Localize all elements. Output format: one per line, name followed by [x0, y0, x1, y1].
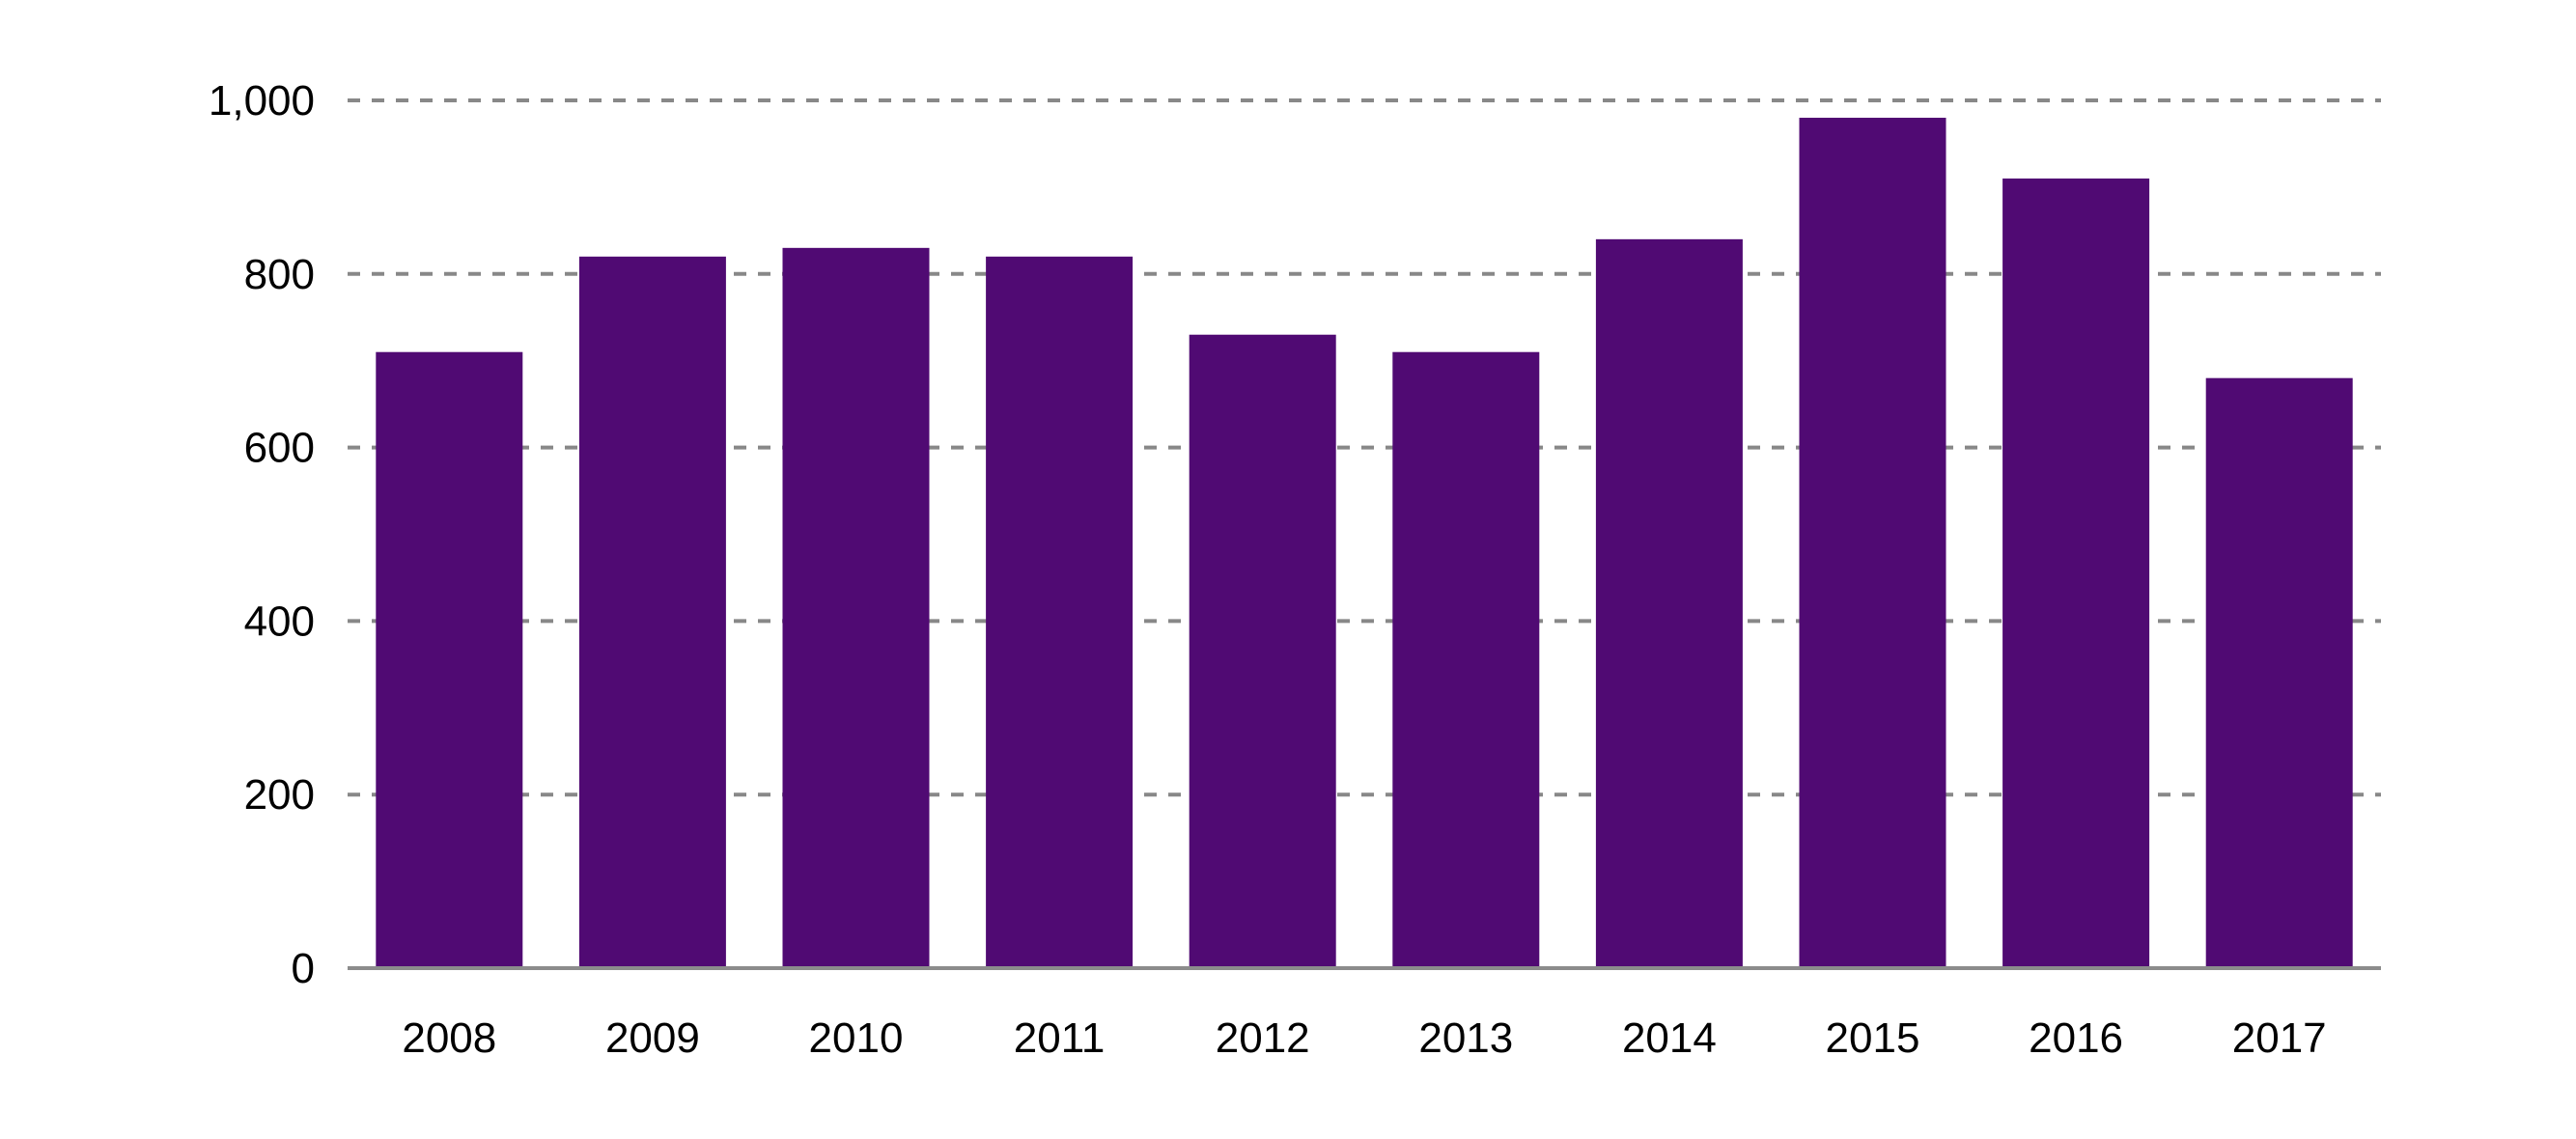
x-tick-label: 2011	[1014, 1014, 1106, 1062]
x-tick-label: 2012	[1216, 1014, 1310, 1062]
y-tick-label: 800	[244, 251, 315, 298]
x-axis-ticks: 2008 2009 2010 2011 2012 2013 2014 2015 2016 2017	[402, 1014, 2326, 1062]
x-tick-label: 2010	[809, 1014, 904, 1062]
bar-2009	[578, 256, 726, 968]
x-tick-label: 2013	[1418, 1014, 1513, 1062]
y-tick-label: 0	[292, 945, 315, 992]
x-tick-label: 2017	[2232, 1014, 2327, 1062]
y-tick-label: 1,000	[209, 77, 315, 125]
x-tick-label: 2016	[2029, 1014, 2123, 1062]
y-tick-label: 600	[244, 425, 315, 472]
bar-2017	[2205, 377, 2353, 968]
x-tick-label: 2014	[1622, 1014, 1717, 1062]
x-tick-label: 2009	[605, 1014, 700, 1062]
bar-2014	[1595, 238, 1743, 969]
x-tick-label: 2008	[402, 1014, 496, 1062]
bars	[376, 117, 2353, 969]
bar-2008	[376, 351, 523, 969]
bar-2016	[2002, 178, 2150, 968]
bar-2015	[1799, 117, 1946, 969]
bar-2012	[1189, 334, 1336, 969]
y-tick-label: 400	[244, 597, 315, 645]
bar-2011	[986, 256, 1134, 968]
bar-2010	[782, 247, 930, 969]
y-axis-ticks: 0 200 400 600 800 1,000	[209, 77, 315, 992]
bar-2013	[1392, 351, 1540, 969]
x-tick-label: 2015	[1826, 1014, 1920, 1062]
y-tick-label: 200	[244, 771, 315, 819]
